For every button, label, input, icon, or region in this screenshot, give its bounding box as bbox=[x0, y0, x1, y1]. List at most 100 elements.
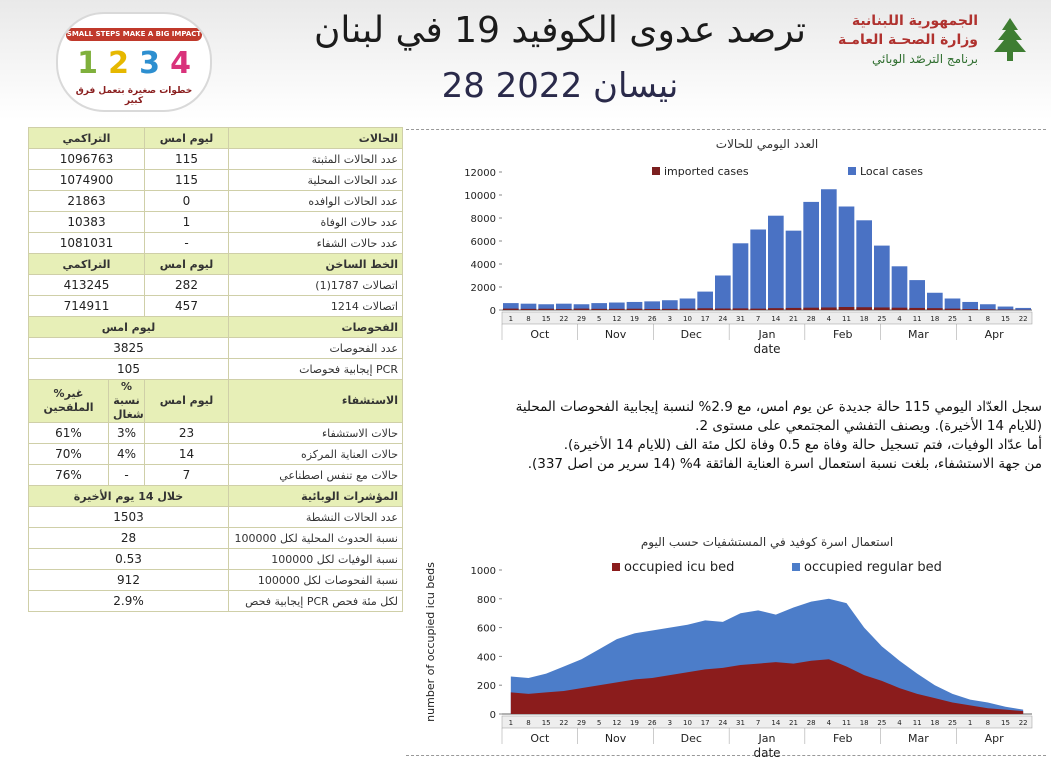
x-tick-label: 25 bbox=[948, 315, 957, 323]
cell-value: 1 bbox=[144, 211, 229, 233]
cell-value: 2.9% bbox=[28, 590, 229, 612]
bar-imported-cases bbox=[838, 307, 855, 310]
month-label: Feb bbox=[833, 732, 852, 745]
logo-number-2: 2 bbox=[108, 45, 129, 81]
x-tick-label: 31 bbox=[736, 315, 745, 323]
row-label: حالات الاستشفاء bbox=[228, 422, 403, 444]
cell-value: 457 bbox=[144, 295, 229, 317]
month-label: Dec bbox=[681, 328, 702, 341]
x-tick-label: 14 bbox=[771, 719, 780, 727]
cell-value: - bbox=[108, 464, 145, 486]
indicators-label-header: المؤشرات الوبائية bbox=[228, 485, 403, 507]
table-row: 912 نسبة الفحوصات لكل 100000 bbox=[28, 569, 403, 591]
x-tick-label: 24 bbox=[718, 719, 727, 727]
table-row: 28 نسبة الحدوث المحلية لكل 100000 bbox=[28, 527, 403, 549]
bar-local-cases bbox=[626, 301, 643, 310]
row-label: حالات مع تنفس اصطناعي bbox=[228, 464, 403, 486]
x-tick-label: 15 bbox=[542, 315, 551, 323]
x-tick-label: 14 bbox=[771, 315, 780, 323]
x-tick-label: 7 bbox=[756, 719, 760, 727]
cell-value: 61% bbox=[28, 422, 109, 444]
x-tick-label: 15 bbox=[1001, 315, 1010, 323]
y-tick-label: 10000 bbox=[464, 191, 496, 202]
month-label: Apr bbox=[985, 328, 1005, 341]
bar-local-cases bbox=[821, 189, 837, 310]
x-tick-label: 4 bbox=[827, 315, 832, 323]
x-tick-label: 11 bbox=[842, 315, 851, 323]
row-label: نسبة الحدوث المحلية لكل 100000 bbox=[228, 527, 403, 549]
bar-imported-cases bbox=[803, 307, 819, 310]
page-date: 28 نيسان 2022 bbox=[441, 66, 679, 106]
table-row: 3825 عدد الفحوصات bbox=[28, 337, 403, 359]
x-tick-label: 4 bbox=[897, 719, 902, 727]
bar-local-cases bbox=[909, 280, 925, 310]
hospital-label-header: الاستشفاء bbox=[228, 379, 403, 423]
cell-value: 1074900 bbox=[28, 169, 145, 191]
bar-local-cases bbox=[715, 275, 731, 310]
bar-imported-cases bbox=[821, 307, 837, 310]
cell-value: 115 bbox=[144, 148, 229, 170]
y-tick-label: 6000 bbox=[471, 237, 496, 248]
legend-label: Local cases bbox=[860, 165, 923, 178]
summary-text: سجل العدّاد اليومي 115 حالة جديدة عن يوم… bbox=[418, 398, 1042, 474]
bar-local-cases bbox=[962, 301, 978, 310]
logo-number-1: 1 bbox=[77, 45, 98, 81]
cell-value: 7 bbox=[144, 464, 229, 486]
cell-value: 1096763 bbox=[28, 148, 145, 170]
bar-local-cases bbox=[874, 245, 890, 310]
y-tick-label: 12000 bbox=[464, 168, 496, 179]
table-row: 105 إيجابية فحوصات PCR bbox=[28, 358, 403, 380]
x-tick-label: 22 bbox=[1019, 719, 1028, 727]
daily-cases-chart: العدد اليومي للحالات imported cases Local … bbox=[464, 137, 1033, 356]
cell-value: 21863 bbox=[28, 190, 145, 212]
bar-imported-cases bbox=[768, 308, 784, 310]
x-tick-label: 5 bbox=[597, 719, 601, 727]
bar-local-cases bbox=[503, 303, 519, 310]
bar-imported-cases bbox=[856, 307, 872, 310]
bar-imported-cases bbox=[909, 307, 925, 310]
x-tick-label: 3 bbox=[668, 315, 672, 323]
bar-imported-cases bbox=[520, 308, 537, 310]
cell-value: 23 bbox=[144, 422, 229, 444]
y-tick-label: 4000 bbox=[471, 260, 496, 271]
bar-imported-cases bbox=[609, 308, 625, 310]
bar-imported-cases bbox=[573, 308, 590, 310]
logo-numbers: 1 2 3 4 bbox=[72, 44, 196, 82]
hospital-unvaccinated-header: %غير الملقحين bbox=[28, 379, 109, 423]
x-tick-label: 10 bbox=[683, 719, 692, 727]
x-tick-label: 8 bbox=[986, 719, 990, 727]
bar-imported-cases bbox=[891, 307, 908, 310]
hospital-occupancy-header: % نسبة الاشغال bbox=[108, 379, 145, 423]
x-tick-label: 4 bbox=[827, 719, 832, 727]
x-tick-label: 17 bbox=[701, 719, 710, 727]
cell-value: 1081031 bbox=[28, 232, 145, 254]
area-occupied-icu-bed bbox=[510, 659, 1024, 714]
month-label: Oct bbox=[530, 328, 550, 341]
x-tick-label: 8 bbox=[526, 719, 530, 727]
x-tick-label: 26 bbox=[648, 315, 657, 323]
x-tick-label: 15 bbox=[542, 719, 551, 727]
bar-imported-cases bbox=[503, 308, 519, 310]
bar-local-cases bbox=[520, 303, 537, 310]
statistics-table: التراكمي ليوم امس الحالات 1096763 115 عد… bbox=[28, 127, 403, 612]
bar-imported-cases bbox=[662, 308, 678, 310]
x-tick-label: 29 bbox=[577, 315, 586, 323]
month-label: Nov bbox=[605, 328, 627, 341]
x-tick-label: 3 bbox=[668, 719, 672, 727]
y-tick-label: 200 bbox=[477, 681, 496, 692]
bar-imported-cases bbox=[874, 307, 890, 310]
bar-local-cases bbox=[609, 302, 625, 310]
x-tick-label: 18 bbox=[930, 719, 939, 727]
x-tick-label: 7 bbox=[756, 315, 760, 323]
table-row: 2.9% إيجابية فحص PCR لكل مئة فحص bbox=[28, 590, 403, 612]
bar-imported-cases bbox=[591, 308, 607, 310]
x-tick-label: 28 bbox=[807, 315, 816, 323]
row-label: اتصالات 1787(1) bbox=[228, 274, 403, 296]
y-tick-label: 1000 bbox=[471, 566, 496, 577]
bar-local-cases bbox=[785, 230, 802, 310]
hotline-yesterday-header: ليوم امس bbox=[144, 253, 229, 275]
row-label: اتصالات 1214 bbox=[228, 295, 403, 317]
cell-value: 3% bbox=[108, 422, 145, 444]
row-label: عدد الحالات المحلية bbox=[228, 169, 403, 191]
table-row: 10383 1 عدد حالات الوفاة bbox=[28, 211, 403, 233]
